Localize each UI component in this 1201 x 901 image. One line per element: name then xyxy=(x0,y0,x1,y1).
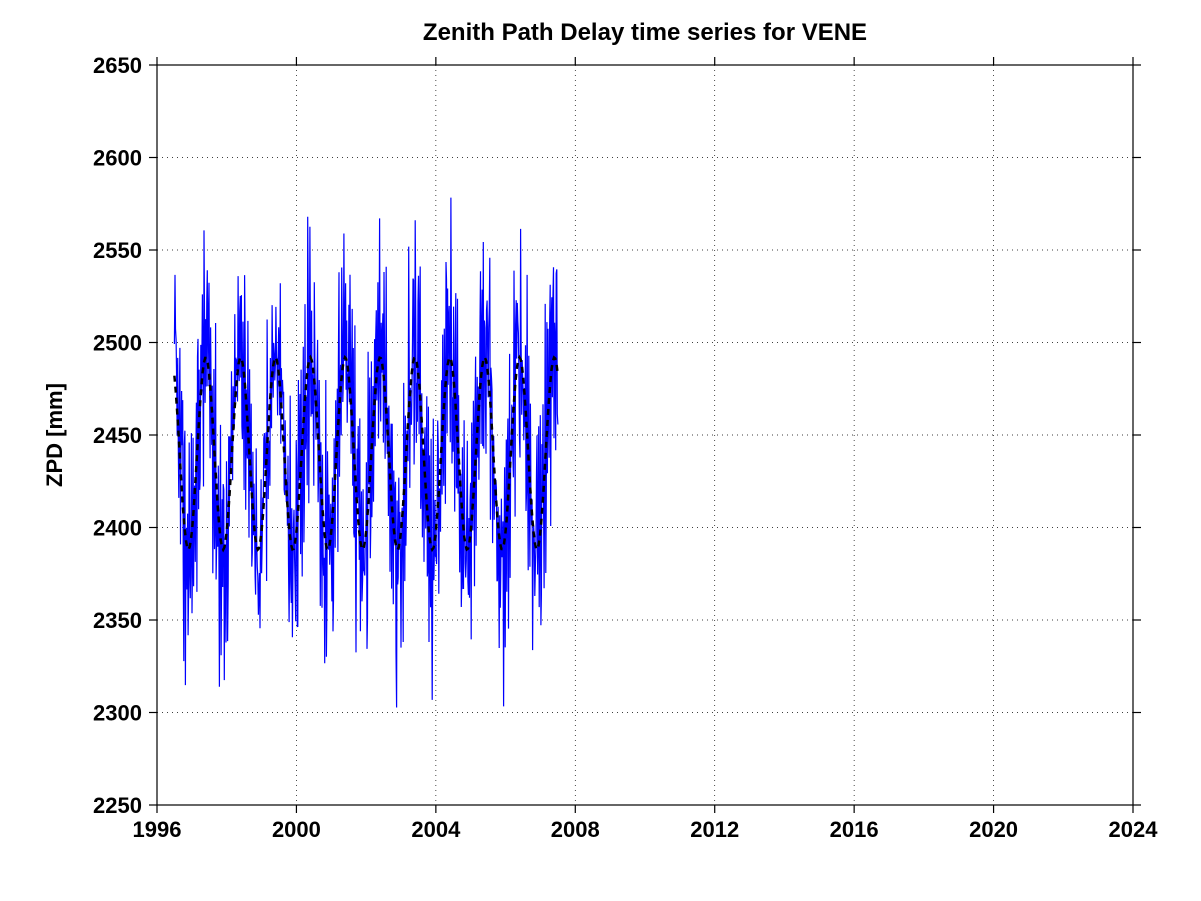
y-tick-label: 2650 xyxy=(93,53,142,78)
chart-title: Zenith Path Delay time series for VENE xyxy=(423,19,867,46)
chart-svg: 1996 2000 2004 2008 2012 2016 2020 2024 2250 2300… xyxy=(0,0,1201,901)
chart-container: 1996 2000 2004 2008 2012 2016 2020 2024 2250 2300… xyxy=(0,0,1201,901)
x-tick-label: 1996 xyxy=(133,817,182,842)
y-tick-label: 2600 xyxy=(93,146,142,171)
y-tick-label: 2300 xyxy=(93,701,142,726)
x-tick-label: 2012 xyxy=(690,817,739,842)
x-tick-label: 2004 xyxy=(411,817,461,842)
x-tick-label: 2008 xyxy=(551,817,600,842)
y-tick-label: 2450 xyxy=(93,423,142,448)
y-tick-label: 2500 xyxy=(93,331,142,356)
x-tick-label: 2024 xyxy=(1109,817,1159,842)
y-tick-label: 2550 xyxy=(93,238,142,263)
x-tick-label: 2016 xyxy=(830,817,879,842)
y-tick-label: 2250 xyxy=(93,793,142,818)
x-tick-label: 2020 xyxy=(969,817,1018,842)
y-tick-label: 2350 xyxy=(93,608,142,633)
x-tick-label: 2000 xyxy=(272,817,321,842)
y-axis-label: ZPD [mm] xyxy=(42,383,67,487)
y-tick-label: 2400 xyxy=(93,516,142,541)
